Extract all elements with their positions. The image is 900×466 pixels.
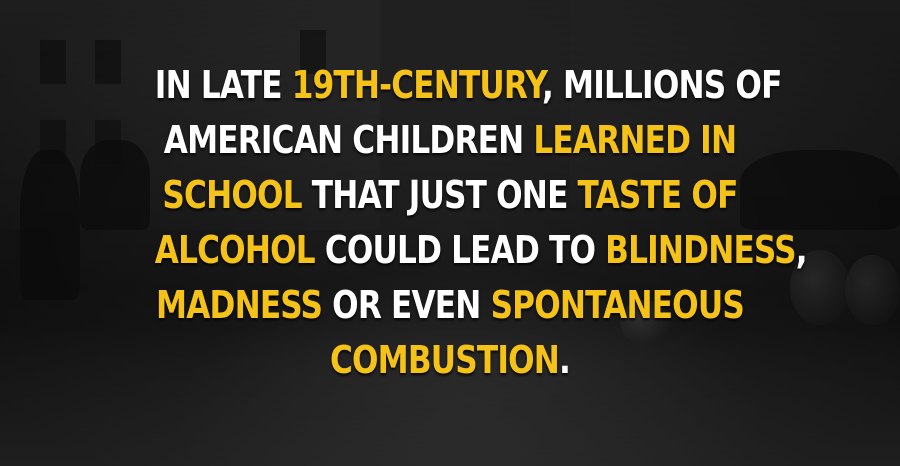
caption-text: OR EVEN: [322, 283, 491, 327]
caption-line: MADNESS OR EVEN SPONTANEOUS: [155, 278, 745, 333]
highlighted-phrase: MADNESS: [156, 283, 323, 327]
highlighted-phrase: COMBUSTION: [329, 338, 560, 382]
fact-caption: IN LATE 19TH-CENTURY, MILLIONS OF AMERICA…: [154, 58, 808, 388]
caption-text: , MILLIONS OF: [541, 63, 782, 107]
caption-text: AMERICAN CHILDREN: [163, 118, 534, 162]
caption-line: IN LATE 19TH-CENTURY, MILLIONS OF: [154, 58, 783, 113]
highlighted-phrase: LEARNED IN: [533, 118, 737, 162]
caption-line: SCHOOL THAT JUST ONE TASTE OF: [155, 168, 745, 223]
caption-text: ,: [795, 228, 808, 272]
highlighted-phrase: SPONTANEOUS: [490, 283, 745, 327]
highlighted-phrase: ALCOHOL: [154, 228, 316, 272]
caption-line: AMERICAN CHILDREN LEARNED IN: [155, 113, 745, 168]
highlighted-phrase: SCHOOL: [162, 173, 302, 217]
caption-text: THAT JUST ONE: [301, 173, 578, 217]
caption-line: COMBUSTION.: [155, 333, 745, 388]
caption-line: ALCOHOL COULD LEAD TO BLINDNESS,: [154, 223, 808, 278]
caption-text: .: [559, 338, 571, 382]
caption-text: COULD LEAD TO: [314, 228, 606, 272]
highlighted-phrase: BLINDNESS: [605, 228, 796, 272]
highlighted-phrase: TASTE OF: [577, 173, 739, 217]
caption-text: IN LATE: [154, 63, 292, 107]
highlighted-phrase: 19TH-CENTURY: [291, 63, 543, 107]
